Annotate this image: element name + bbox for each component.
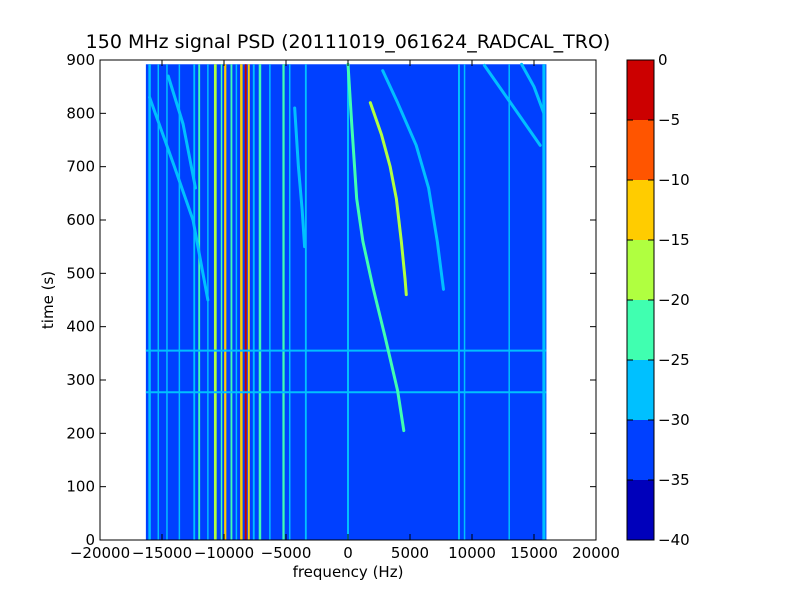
heatmap-vertical-line — [157, 64, 160, 540]
x-tick-label: −15000 — [132, 544, 192, 562]
heatmap-vertical-line — [463, 64, 466, 540]
x-axis-ticks: −20000 −15000 −10000 −5000 0 5000 10000 15000 20… — [70, 60, 620, 562]
colorbar — [627, 60, 654, 540]
heatmap-vertical-line — [542, 64, 546, 540]
colorbar-tick-label: −5 — [658, 111, 680, 129]
heatmap-track — [346, 62, 406, 433]
x-tick-label: 0 — [343, 544, 353, 562]
y-axis-ticks: 0 100 200 300 400 500 600 700 800 900 — [66, 51, 596, 549]
heatmap-vertical-line — [282, 64, 285, 540]
x-tick-label: −10000 — [194, 544, 254, 562]
x-tick-label: 15000 — [510, 544, 558, 562]
heatmap-track — [368, 101, 408, 297]
heatmap-vertical-line — [235, 64, 238, 540]
heatmap-track — [381, 69, 445, 291]
x-tick-label: 20000 — [572, 544, 620, 562]
heatmap-vertical-line — [178, 64, 181, 540]
heatmap-track — [293, 106, 307, 249]
y-tick-label: 900 — [66, 51, 95, 69]
heatmap-vertical-line — [207, 64, 209, 540]
y-tick-label: 700 — [66, 158, 95, 176]
heatmap-vertical-line — [193, 64, 196, 540]
heatmap-track — [520, 62, 546, 115]
heatmap-track — [166, 74, 197, 190]
colorbar-tick-label: −25 — [658, 351, 690, 369]
chart-title: 150 MHz signal PSD (20111019_061624_RADC… — [86, 31, 611, 53]
colorbar-segment — [627, 480, 654, 540]
heatmap-vertical-line — [508, 64, 510, 540]
heatmap-vertical-line — [269, 64, 271, 540]
heatmap-vertical-line — [220, 64, 223, 540]
colorbar-segment — [627, 60, 654, 120]
heatmap-vertical-line — [247, 64, 250, 540]
heatmap-vertical-line — [198, 64, 201, 540]
heatmap-track — [482, 63, 542, 147]
colorbar-tick-label: −20 — [658, 291, 690, 309]
colorbar-segment — [627, 240, 654, 300]
heatmap-vertical-line — [224, 64, 227, 540]
x-tick-label: −20000 — [70, 544, 130, 562]
heatmap-vertical-line — [252, 64, 255, 540]
x-tick-label: 10000 — [448, 544, 496, 562]
heatmap-vertical-line — [166, 64, 168, 540]
heatmap-vertical-line — [304, 64, 307, 540]
colorbar-tick-label: −30 — [658, 411, 690, 429]
y-tick-label: 300 — [66, 371, 95, 389]
heatmap-vertical-line — [148, 64, 151, 540]
colorbar-segment — [627, 180, 654, 240]
colorbar-tick-label: −40 — [658, 531, 690, 549]
y-tick-label: 100 — [66, 478, 95, 496]
heatmap-tracks — [148, 62, 546, 433]
heatmap-vertical-line — [457, 64, 460, 540]
heatmap-track — [148, 95, 210, 302]
heatmap-vertical-lines — [148, 64, 546, 540]
x-tick-label: 5000 — [391, 544, 429, 562]
colorbar-tick-label: −15 — [658, 231, 690, 249]
y-tick-label: 200 — [66, 424, 95, 442]
y-tick-label: 0 — [85, 531, 95, 549]
y-tick-label: 400 — [66, 318, 95, 336]
x-axis-label: frequency (Hz) — [293, 563, 404, 581]
heatmap-vertical-line — [240, 64, 243, 540]
colorbar-segment — [627, 420, 654, 480]
colorbar-tick-label: −35 — [658, 471, 690, 489]
heatmap-background — [145, 64, 547, 540]
heatmap-vertical-line — [347, 64, 349, 540]
x-tick-label: −5000 — [261, 544, 312, 562]
y-tick-label: 600 — [66, 211, 95, 229]
heatmap-background-layer — [145, 64, 547, 540]
y-tick-label: 800 — [66, 104, 95, 122]
plot-area — [100, 60, 596, 540]
heatmap-vertical-line — [258, 64, 262, 540]
y-tick-label: 500 — [66, 264, 95, 282]
colorbar-tick-label: 0 — [658, 51, 668, 69]
heatmap-vertical-line — [288, 64, 291, 540]
colorbar-segment — [627, 300, 654, 360]
colorbar-segment — [627, 120, 654, 180]
colorbar-segment — [627, 360, 654, 420]
colorbar-tick-label: −10 — [658, 171, 690, 189]
heatmap-horizontal-lines — [145, 349, 547, 394]
heatmap-vertical-line — [230, 64, 233, 540]
heatmap-vertical-line — [244, 64, 247, 540]
y-axis-label: time (s) — [39, 271, 57, 329]
colorbar-ticks: −40 −35 −30 −25 −20 −15 −10 −5 0 — [627, 51, 690, 549]
heatmap-vertical-line — [213, 64, 217, 540]
